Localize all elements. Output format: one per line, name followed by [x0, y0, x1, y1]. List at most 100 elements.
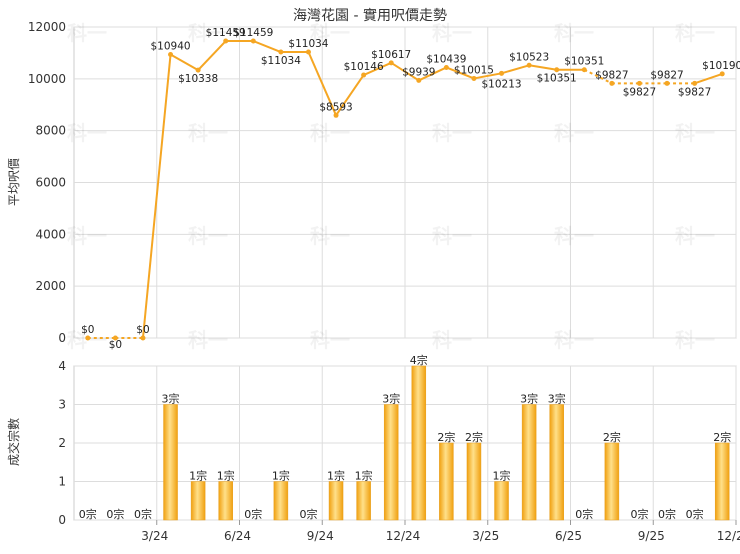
price-point: [471, 75, 477, 81]
bar-data-label: 3宗: [548, 392, 566, 406]
price-y-axis-label: 平均呎價: [7, 158, 21, 206]
price-data-label: $10439: [426, 53, 466, 65]
price-point: [692, 80, 698, 86]
price-data-label: $9939: [402, 66, 435, 78]
price-data-label: $9827: [650, 69, 683, 81]
bar: [163, 404, 178, 521]
price-y-tick-label: 4000: [35, 227, 66, 241]
price-y-tick-label: 10000: [28, 72, 66, 86]
watermark: 科一: [554, 21, 594, 45]
price-y-tick-label: 8000: [35, 124, 66, 138]
watermark: 科一: [675, 328, 715, 352]
bar: [273, 481, 289, 521]
watermark: 科一: [675, 121, 715, 145]
price-point: [388, 60, 394, 66]
price-data-label: $10617: [371, 49, 411, 61]
bar: [218, 481, 233, 521]
bar-data-label: 0宗: [106, 507, 124, 521]
bar-data-label: 1宗: [272, 469, 290, 483]
price-data-label: $0: [136, 324, 149, 336]
price-data-label: $10213: [481, 78, 521, 90]
watermark: 科一: [554, 121, 594, 145]
bar-data-label: 1宗: [189, 469, 207, 483]
price-point: [554, 67, 560, 73]
price-data-label: $11034: [261, 55, 301, 67]
price-data-label: $11459: [233, 27, 273, 39]
price-point: [581, 67, 587, 73]
bar-data-label: 2宗: [465, 430, 483, 444]
bar-data-label: 0宗: [575, 507, 593, 521]
price-data-label: $9827: [623, 86, 656, 98]
price-line-segment: [170, 53, 199, 71]
price-data-label: $10523: [509, 51, 549, 63]
bar-y-tick-label: 4: [58, 359, 66, 373]
watermark: 科一: [675, 224, 715, 248]
price-line-segment: [528, 64, 557, 71]
watermark: 科一: [432, 224, 472, 248]
bar-data-label: 4宗: [410, 353, 428, 367]
x-tick-label: 12/24: [386, 529, 421, 543]
watermark: 科一: [67, 121, 107, 145]
bar-y-tick-label: 3: [58, 398, 66, 412]
price-line-segment: [583, 68, 613, 85]
price-data-label: $0: [109, 339, 122, 351]
bar-data-label: 0宗: [658, 507, 676, 521]
bar: [604, 442, 620, 521]
price-data-label: $10190: [702, 60, 740, 72]
price-point: [278, 49, 284, 55]
price-point: [168, 51, 174, 57]
price-point: [333, 112, 339, 118]
transactions-bar-chart: 0 1 2 3 4 3/24 6/24 9/24 12/24 3/25 6/25 9/25 12/25 成…: [6, 353, 740, 543]
price-line-segment: [363, 61, 392, 76]
bar-data-label: 3宗: [520, 392, 538, 406]
price-data-label: $0: [81, 324, 94, 336]
watermark: 科一: [310, 21, 350, 45]
watermark: 科一: [67, 21, 107, 45]
x-tick-label: 9/25: [638, 529, 665, 543]
price-data-label: $11034: [288, 38, 328, 50]
watermark: 科一: [310, 121, 350, 145]
price-line-segment: [501, 64, 530, 75]
watermark: 科一: [188, 224, 228, 248]
bar: [494, 481, 509, 521]
bar: [190, 481, 206, 521]
x-tick-label: 6/24: [224, 529, 251, 543]
bar-y-tick-label: 2: [58, 436, 66, 450]
bar-y-tick-label: 1: [58, 475, 66, 489]
price-point: [636, 80, 642, 86]
bar-data-label: 0宗: [299, 507, 317, 521]
bar: [411, 365, 427, 521]
price-data-label: $10351: [537, 73, 577, 85]
price-y-tick-label: 12000: [28, 20, 66, 34]
price-data-label: $10146: [344, 61, 384, 73]
bar-data-label: 1宗: [327, 469, 345, 483]
bar-data-label: 0宗: [686, 507, 704, 521]
bar: [328, 481, 344, 521]
price-line-segment: [141, 54, 172, 339]
price-line-segment: [473, 72, 502, 80]
bar-data-label: 2宗: [713, 430, 731, 444]
price-point: [305, 49, 311, 55]
bar: [383, 404, 399, 521]
price-point: [609, 80, 615, 86]
price-point: [140, 335, 146, 341]
bar-data-label: 3宗: [162, 392, 180, 406]
bar: [521, 404, 537, 521]
price-data-label: $10351: [564, 56, 604, 68]
bar-data-label: 2宗: [603, 430, 621, 444]
watermark: 科一: [432, 328, 472, 352]
bar: [466, 442, 482, 521]
bar: [356, 481, 371, 521]
x-tick-label: 3/25: [472, 529, 499, 543]
x-tick-label: 3/24: [141, 529, 168, 543]
price-y-tick-label: 2000: [35, 279, 66, 293]
price-data-label: $9827: [678, 86, 711, 98]
price-point: [195, 67, 201, 73]
watermark: 科一: [675, 21, 715, 45]
bar-y-axis-label: 成交宗數: [6, 418, 21, 466]
watermark: 科一: [188, 21, 228, 45]
price-point: [250, 38, 256, 44]
price-y-tick-label: 0: [58, 331, 66, 345]
